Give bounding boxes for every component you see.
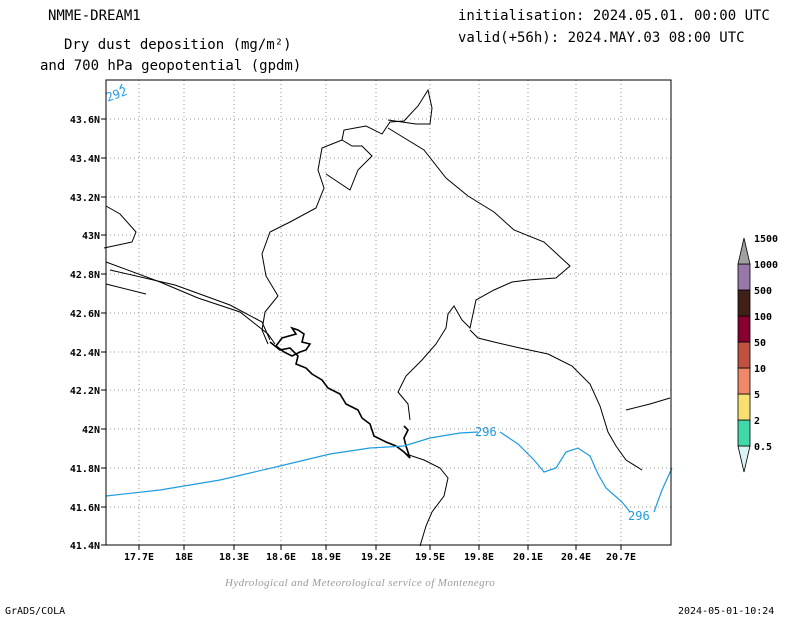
contour-label-292: 292 [104, 84, 129, 105]
map-grid [106, 80, 671, 545]
lon-label: 20.4E [561, 552, 591, 563]
lat-label: 43.4N [70, 154, 100, 165]
longitude-labels: 17.7E 18E 18.3E 18.6E 18.9E 19.2E 19.5E 19.8E 20… [124, 545, 636, 563]
contour-label-296-b: 296 [628, 509, 650, 523]
colorbar-label: 1500 [754, 234, 778, 245]
colorbar-segment [737, 445, 751, 473]
geopotential-contours [105, 83, 673, 513]
lon-label: 19.2E [361, 552, 391, 563]
valid-time: valid(+56h): 2024.MAY.03 08:00 UTC [458, 30, 745, 46]
timestamp: 2024-05-01-10:24 [678, 606, 775, 617]
credit-line: Hydrological and Meteorological service … [225, 577, 496, 589]
lat-label: 41.4N [70, 541, 100, 552]
lon-label: 19.5E [415, 552, 445, 563]
border-kosovo-albania [469, 329, 643, 471]
lon-label: 18.6E [266, 552, 296, 563]
lon-label: 18.9E [311, 552, 341, 563]
colorbar-segment [737, 419, 751, 447]
colorbar-segment [737, 367, 751, 395]
lon-label: 19.8E [464, 552, 494, 563]
lat-label: 42.6N [70, 309, 100, 320]
chart-title-line2: and 700 hPa geopotential (gpdm) [40, 58, 302, 74]
colorbar-segment [737, 237, 751, 265]
border-serbia [325, 139, 373, 191]
colorbar-segment [737, 263, 751, 291]
chart-title-line1: Dry dust deposition (mg/m²) [64, 37, 292, 53]
lat-label: 41.8N [70, 464, 100, 475]
lat-label: 42.8N [70, 270, 100, 281]
colorbar: 0.5 2 5 10 50 100 500 1000 1500 [737, 234, 778, 473]
border-serbia-kosovo [387, 127, 571, 421]
colorbar-segment [737, 393, 751, 421]
colorbar-segment [737, 315, 751, 343]
colorbar-label: 50 [754, 338, 766, 349]
lat-label: 41.6N [70, 503, 100, 514]
contour-label-296-a: 296 [475, 425, 497, 439]
colorbar-label: 1000 [754, 260, 778, 271]
border-albania-greece [405, 453, 449, 547]
lon-label: 18.3E [219, 552, 249, 563]
colorbar-label: 500 [754, 286, 772, 297]
initialisation-time: initialisation: 2024.05.01. 00:00 UTC [458, 8, 770, 24]
coast-dalmatia [105, 261, 276, 345]
colorbar-segment [737, 341, 751, 369]
latitude-labels: 43.6N 43.4N 43.2N 43N 42.8N 42.6N 42.4N 42.2N 42… [70, 115, 106, 552]
lat-label: 42.2N [70, 386, 100, 397]
lon-label: 18E [175, 552, 193, 563]
lat-label: 43.2N [70, 193, 100, 204]
coast-montenegro[interactable] [269, 341, 411, 459]
model-name: NMME-DREAM1 [48, 8, 141, 24]
colorbar-label: 5 [754, 390, 760, 401]
border-macedonia [625, 397, 671, 411]
coast-dalmatia-2 [105, 269, 271, 341]
lat-label: 42N [82, 425, 100, 436]
colorbar-label: 2 [754, 416, 760, 427]
border-croatia-bih [103, 205, 137, 249]
colorbar-segment [737, 289, 751, 317]
colorbar-label: 0.5 [754, 442, 772, 453]
lat-label: 43N [82, 231, 100, 242]
lon-label: 17.7E [124, 552, 154, 563]
lat-label: 43.6N [70, 115, 100, 126]
border-bih-montenegro [261, 88, 433, 345]
lon-label: 20.7E [606, 552, 636, 563]
contour-296[interactable] [105, 431, 673, 513]
software-label: GrADS/COLA [5, 606, 66, 617]
contour-292[interactable] [119, 83, 123, 89]
lon-label: 20.1E [513, 552, 543, 563]
colorbar-label: 10 [754, 364, 766, 375]
lat-label: 42.4N [70, 348, 100, 359]
colorbar-label: 100 [754, 312, 772, 323]
bay-of-kotor[interactable] [275, 326, 312, 357]
coastline-borders [103, 88, 671, 547]
